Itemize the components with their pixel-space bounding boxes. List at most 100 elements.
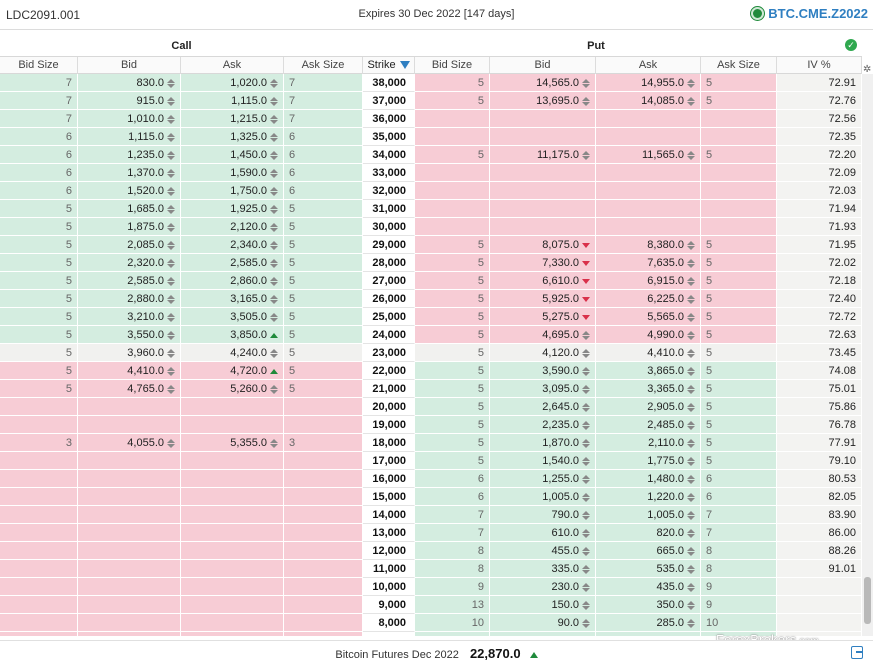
cell-call-ask[interactable]: 2,585.0 (181, 254, 284, 272)
cell-put-bid[interactable]: 90.0 (490, 614, 596, 632)
up-down-arrows-icon[interactable] (167, 79, 175, 88)
up-down-arrows-icon[interactable] (167, 331, 175, 340)
cell-strike[interactable]: 35,000 (363, 128, 415, 146)
up-down-arrows-icon[interactable] (687, 475, 695, 484)
up-down-arrows-icon[interactable] (270, 169, 278, 178)
cell-put-ask[interactable]: 11,565.0 (596, 146, 701, 164)
up-down-arrows-icon[interactable] (582, 97, 590, 106)
table-row[interactable]: 11,000 8 335.0 535.0 8 91.01 (0, 560, 862, 578)
cell-call-ask[interactable]: 1,590.0 (181, 164, 284, 182)
cell-strike[interactable]: 17,000 (363, 452, 415, 470)
cell-put-bid[interactable]: 790.0 (490, 506, 596, 524)
cell-strike[interactable]: 29,000 (363, 236, 415, 254)
up-down-arrows-icon[interactable] (687, 331, 695, 340)
up-down-arrows-icon[interactable] (582, 457, 590, 466)
up-down-arrows-icon[interactable] (167, 295, 175, 304)
up-down-arrows-icon[interactable] (270, 385, 278, 394)
up-down-arrows-icon[interactable] (687, 457, 695, 466)
up-down-arrows-icon[interactable] (687, 529, 695, 538)
cell-put-ask[interactable]: 7,635.0 (596, 254, 701, 272)
cell-put-bid[interactable]: 2,235.0 (490, 416, 596, 434)
cell-call-bid[interactable] (78, 542, 181, 560)
up-down-arrows-icon[interactable] (167, 349, 175, 358)
cell-call-ask[interactable] (181, 398, 284, 416)
up-down-arrows-icon[interactable] (167, 313, 175, 322)
cell-put-ask[interactable]: 1,480.0 (596, 470, 701, 488)
table-row[interactable]: 14,000 7 790.0 1,005.0 7 83.90 (0, 506, 862, 524)
price-down-icon[interactable] (582, 259, 590, 268)
price-up-icon[interactable] (270, 331, 278, 340)
cell-call-bid[interactable] (78, 632, 181, 636)
cell-put-bid[interactable]: 6,610.0 (490, 272, 596, 290)
col-header-strike[interactable]: Strike (363, 57, 415, 74)
up-down-arrows-icon[interactable] (687, 583, 695, 592)
cell-strike[interactable]: 18,000 (363, 434, 415, 452)
up-down-arrows-icon[interactable] (270, 79, 278, 88)
cell-put-bid[interactable] (490, 110, 596, 128)
cell-call-bid[interactable] (78, 506, 181, 524)
cell-call-ask[interactable]: 2,860.0 (181, 272, 284, 290)
price-down-icon[interactable] (582, 313, 590, 322)
up-down-arrows-icon[interactable] (167, 133, 175, 142)
cell-strike[interactable]: 30,000 (363, 218, 415, 236)
up-down-arrows-icon[interactable] (687, 259, 695, 268)
up-down-arrows-icon[interactable] (167, 115, 175, 124)
cell-call-bid[interactable]: 1,370.0 (78, 164, 181, 182)
cell-put-bid[interactable] (490, 128, 596, 146)
up-down-arrows-icon[interactable] (687, 403, 695, 412)
cell-call-ask[interactable]: 1,325.0 (181, 128, 284, 146)
cell-put-ask[interactable]: 350.0 (596, 596, 701, 614)
cell-call-ask[interactable] (181, 416, 284, 434)
cell-strike[interactable]: 8,000 (363, 614, 415, 632)
cell-call-bid[interactable]: 3,210.0 (78, 308, 181, 326)
col-header-call-bid[interactable]: Bid (78, 57, 181, 74)
cell-call-ask[interactable]: 1,215.0 (181, 110, 284, 128)
price-down-icon[interactable] (582, 295, 590, 304)
cell-call-ask[interactable]: 4,240.0 (181, 344, 284, 362)
up-down-arrows-icon[interactable] (687, 349, 695, 358)
up-down-arrows-icon[interactable] (687, 385, 695, 394)
up-down-arrows-icon[interactable] (582, 583, 590, 592)
cell-call-bid[interactable]: 1,235.0 (78, 146, 181, 164)
up-down-arrows-icon[interactable] (582, 349, 590, 358)
cell-strike[interactable]: 27,000 (363, 272, 415, 290)
cell-put-bid[interactable]: 7,330.0 (490, 254, 596, 272)
cell-call-bid[interactable]: 2,585.0 (78, 272, 181, 290)
up-down-arrows-icon[interactable] (270, 133, 278, 142)
cell-strike[interactable]: 14,000 (363, 506, 415, 524)
up-down-arrows-icon[interactable] (167, 277, 175, 286)
table-row[interactable]: 7,000 10 40.0 235.0 10 (0, 632, 862, 636)
cell-strike[interactable]: 22,000 (363, 362, 415, 380)
cell-call-ask[interactable]: 1,925.0 (181, 200, 284, 218)
cell-put-ask[interactable]: 2,485.0 (596, 416, 701, 434)
cell-put-bid[interactable]: 8,075.0 (490, 236, 596, 254)
cell-strike[interactable]: 36,000 (363, 110, 415, 128)
cell-put-ask[interactable]: 435.0 (596, 578, 701, 596)
cell-put-bid[interactable]: 5,275.0 (490, 308, 596, 326)
cell-call-bid[interactable]: 4,055.0 (78, 434, 181, 452)
cell-call-ask[interactable]: 3,850.0 (181, 326, 284, 344)
cell-strike[interactable]: 37,000 (363, 92, 415, 110)
cell-call-bid[interactable] (78, 416, 181, 434)
cell-strike[interactable]: 15,000 (363, 488, 415, 506)
up-down-arrows-icon[interactable] (582, 439, 590, 448)
cell-call-ask[interactable]: 5,355.0 (181, 434, 284, 452)
cell-call-ask[interactable] (181, 614, 284, 632)
up-down-arrows-icon[interactable] (582, 619, 590, 628)
up-down-arrows-icon[interactable] (270, 259, 278, 268)
up-down-arrows-icon[interactable] (687, 547, 695, 556)
price-down-icon[interactable] (582, 277, 590, 286)
cell-call-ask[interactable] (181, 452, 284, 470)
col-header-call-bid-size[interactable]: Bid Size (0, 57, 78, 74)
cell-put-bid[interactable] (490, 164, 596, 182)
cell-call-bid[interactable]: 2,085.0 (78, 236, 181, 254)
cell-call-bid[interactable]: 3,960.0 (78, 344, 181, 362)
cell-call-ask[interactable] (181, 488, 284, 506)
table-row[interactable]: 6 1,115.0 1,325.0 6 35,000 72.35 (0, 128, 862, 146)
filter-icon[interactable] (399, 61, 410, 70)
cell-call-ask[interactable] (181, 632, 284, 636)
table-row[interactable]: 19,000 5 2,235.0 2,485.0 5 76.78 (0, 416, 862, 434)
up-down-arrows-icon[interactable] (167, 439, 175, 448)
cell-put-bid[interactable]: 14,565.0 (490, 74, 596, 92)
col-header-call-ask[interactable]: Ask (181, 57, 284, 74)
